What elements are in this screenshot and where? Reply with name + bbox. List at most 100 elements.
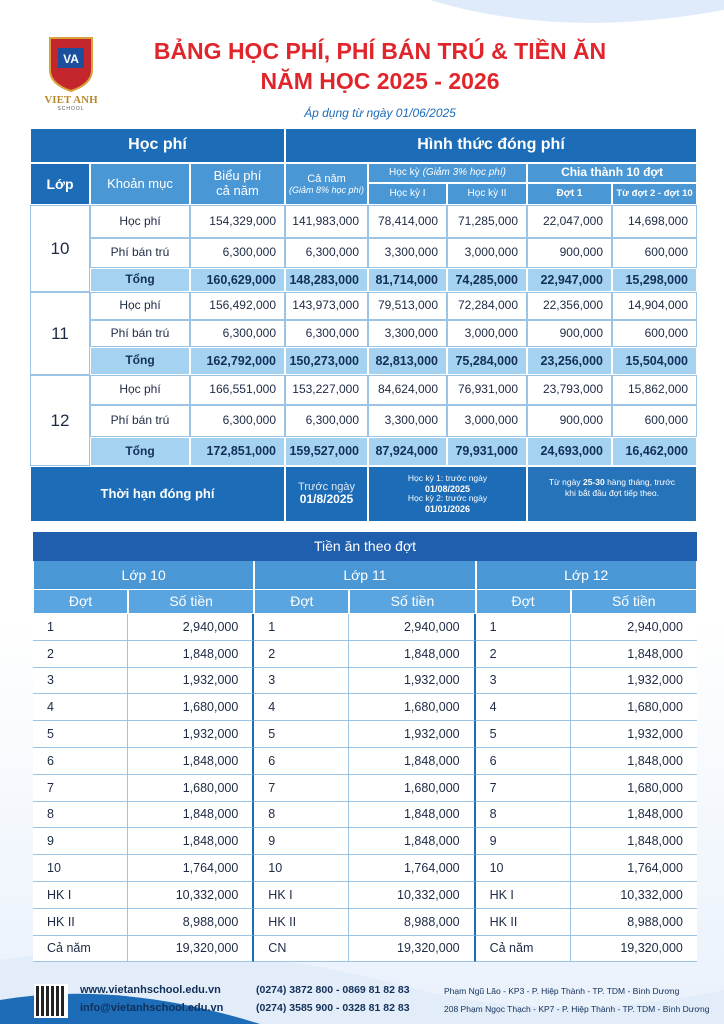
text: (Giảm 8% học phí) [288,185,365,196]
amount: 23,256,000 [527,347,612,375]
text: Số tiền [611,593,656,610]
text: 600,000 [644,413,688,428]
amount: 1,932,000 [349,667,476,695]
text: 6,300,000 [222,325,276,340]
text: Học phí [119,298,161,313]
text: 154,329,000 [209,213,276,228]
amount: 10,332,000 [128,882,255,909]
text: 10 [47,860,61,875]
text: 22,047,000 [542,213,603,228]
amount: 78,414,000 [368,205,447,238]
text: 76,931,000 [457,382,518,397]
text: Học kỳ [389,167,420,179]
col-header: Học kỳ (Giảm 3% học phí) [368,163,527,183]
amount: 2,940,000 [349,614,476,641]
text: 1,680,000 [403,780,460,795]
email: info@vietanhschool.edu.vn [80,1002,224,1014]
text: HK I [47,887,72,902]
logo-shield: VA [49,37,93,92]
text: 1,932,000 [182,673,239,688]
amount: 1,680,000 [128,694,255,722]
text: 74,285,000 [455,272,518,287]
text: Số tiền [390,593,435,610]
phone: (0274) 3585 900 - 0328 81 82 83 [256,1002,410,1014]
text: 7 [47,780,54,795]
amount: 22,947,000 [527,268,612,292]
col-header: Từ đợt 2 - đợt 10 [612,183,697,205]
text: Học kỳ 1: trước ngày [407,472,488,483]
amount: 15,504,000 [612,347,697,375]
amount: 3,300,000 [368,238,447,268]
text: 9 [47,834,54,849]
text: 16,462,000 [625,444,688,459]
col-header: Đợt [475,589,571,614]
period: 3 [475,667,571,695]
text: 14,698,000 [627,213,688,228]
text: Từ ngày [548,477,583,487]
amount: 900,000 [527,320,612,347]
text: 2,940,000 [403,619,460,634]
amount: 1,764,000 [349,855,476,882]
deadline: Trước ngày 01/8/2025 [285,466,368,522]
text: 9 [489,834,497,849]
text: 8 [489,807,497,822]
amount: 6,300,000 [285,320,368,347]
qr-code [34,984,68,1018]
phone: (0274) 3872 800 - 0869 81 82 83 [256,984,410,996]
text: Tiền ăn theo đợt [313,538,417,555]
text: 71,285,000 [457,213,518,228]
text: Thời hạn đóng phí [100,485,215,501]
col-header: Số tiền [349,589,476,614]
amount: 81,714,000 [368,268,447,292]
text: 143,973,000 [292,298,359,313]
deadline-label: Thời hạn đóng phí [30,466,285,522]
amount: 10,332,000 [570,882,697,909]
text: Phí bán trú [110,413,170,428]
amount: 1,848,000 [349,640,476,668]
text: Học kỳ I [389,188,426,200]
grade: 11 [30,292,90,375]
text: 156,492,000 [209,298,276,313]
amount: 3,000,000 [447,320,527,347]
text: 1 [489,619,497,634]
website: www.vietanhschool.edu.vn [80,984,221,996]
col-header: Số tiền [128,589,255,614]
text: Đợt [511,593,535,610]
text: 600,000 [644,325,688,340]
col-header: Đợt 1 [527,183,612,205]
text: 6,300,000 [305,325,359,340]
text: 12 [50,410,70,430]
amount: 1,932,000 [570,721,697,748]
col-header: Học kỳ I [368,183,447,205]
col-header: Đợt [254,589,350,614]
amount: 14,698,000 [612,205,697,238]
amount: 82,813,000 [368,347,447,375]
text: Số tiền [169,593,213,610]
text: 6,300,000 [222,413,276,428]
amount: 166,551,000 [190,375,285,405]
period: 7 [33,774,128,802]
amount: 71,285,000 [447,205,527,238]
col-header: Số tiền [570,589,697,614]
text: 1,932,000 [627,673,683,688]
text: 1,848,000 [182,646,239,661]
text: Học kỳ 2: trước ngày [407,493,488,503]
text: Học phí [128,136,187,154]
text: 3,000,000 [464,325,518,340]
text: trước khi bắt đầu [565,477,676,498]
period: 2 [475,640,571,668]
text: 1 [47,619,54,634]
text: 01/08/2025 [424,483,471,494]
amount: 2,940,000 [570,614,697,641]
amount: 14,904,000 [612,292,697,320]
amount: 141,983,000 [285,205,368,238]
text: 166,551,000 [209,382,276,397]
period: 3 [254,667,350,695]
item: Phí bán trú [90,238,190,268]
text: 15,298,000 [625,272,688,287]
amount: 24,693,000 [527,437,612,466]
period: 10 [254,855,350,882]
text: 10,332,000 [175,887,239,902]
text: 4 [268,700,276,715]
